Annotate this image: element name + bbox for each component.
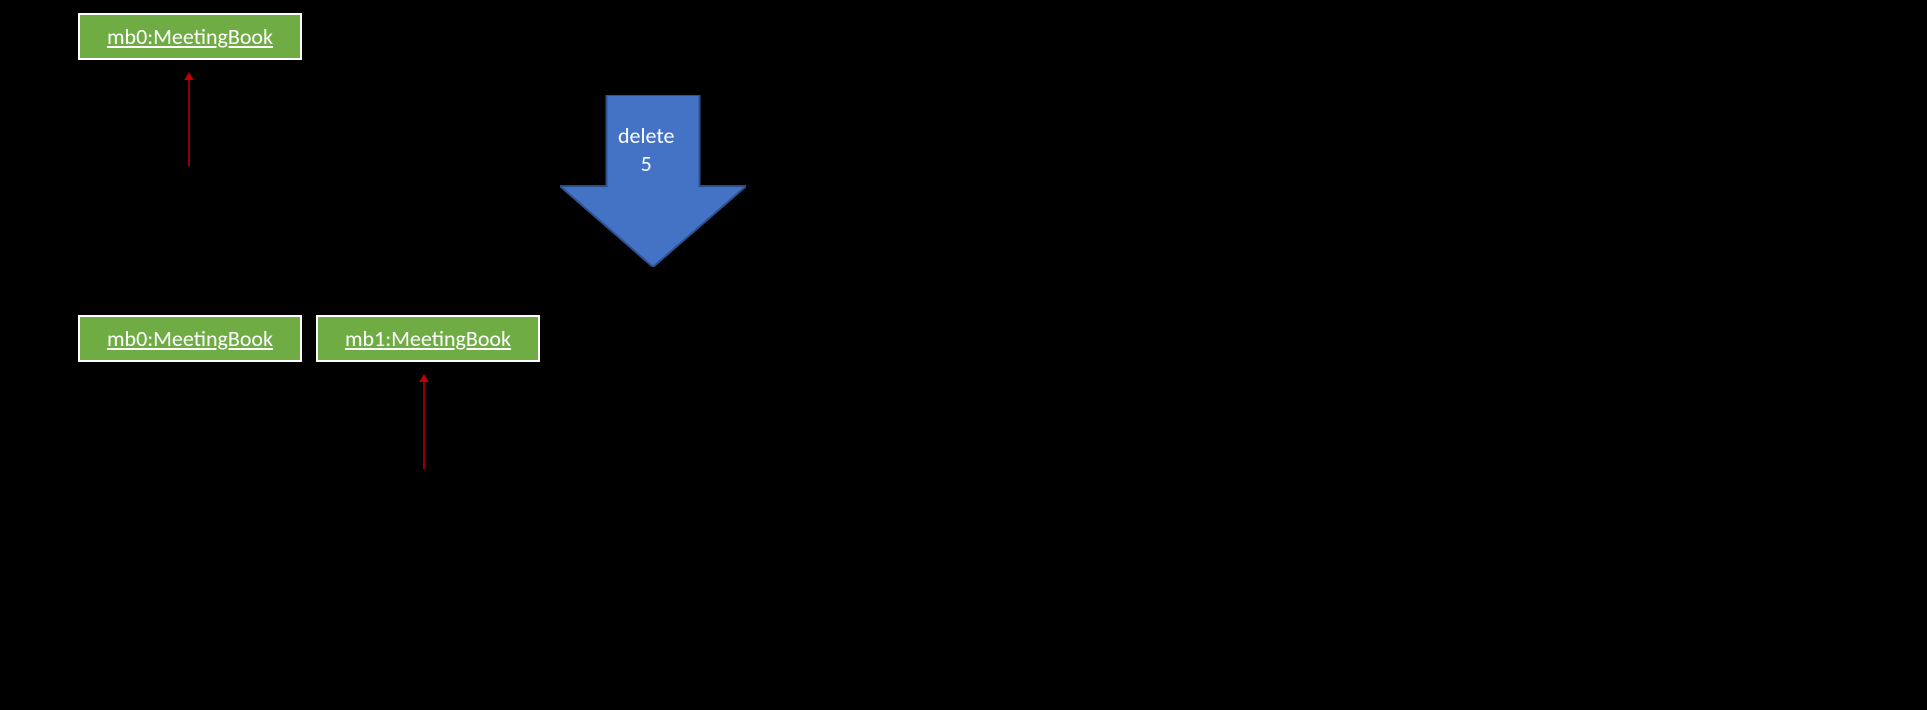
box-br: mb1:MeetingBook [316, 315, 540, 362]
delete-arrow-label: delete 5 [618, 122, 674, 177]
arrow-bot [414, 374, 434, 471]
box-top: mb0:MeetingBook [78, 13, 302, 60]
diagram-stage: mb0:MeetingBook mb0:MeetingBook mb1:Meetin… [0, 0, 1927, 710]
arrow-top [179, 72, 199, 168]
delete-arrow [560, 95, 746, 267]
box-bl: mb0:MeetingBook [78, 315, 302, 362]
